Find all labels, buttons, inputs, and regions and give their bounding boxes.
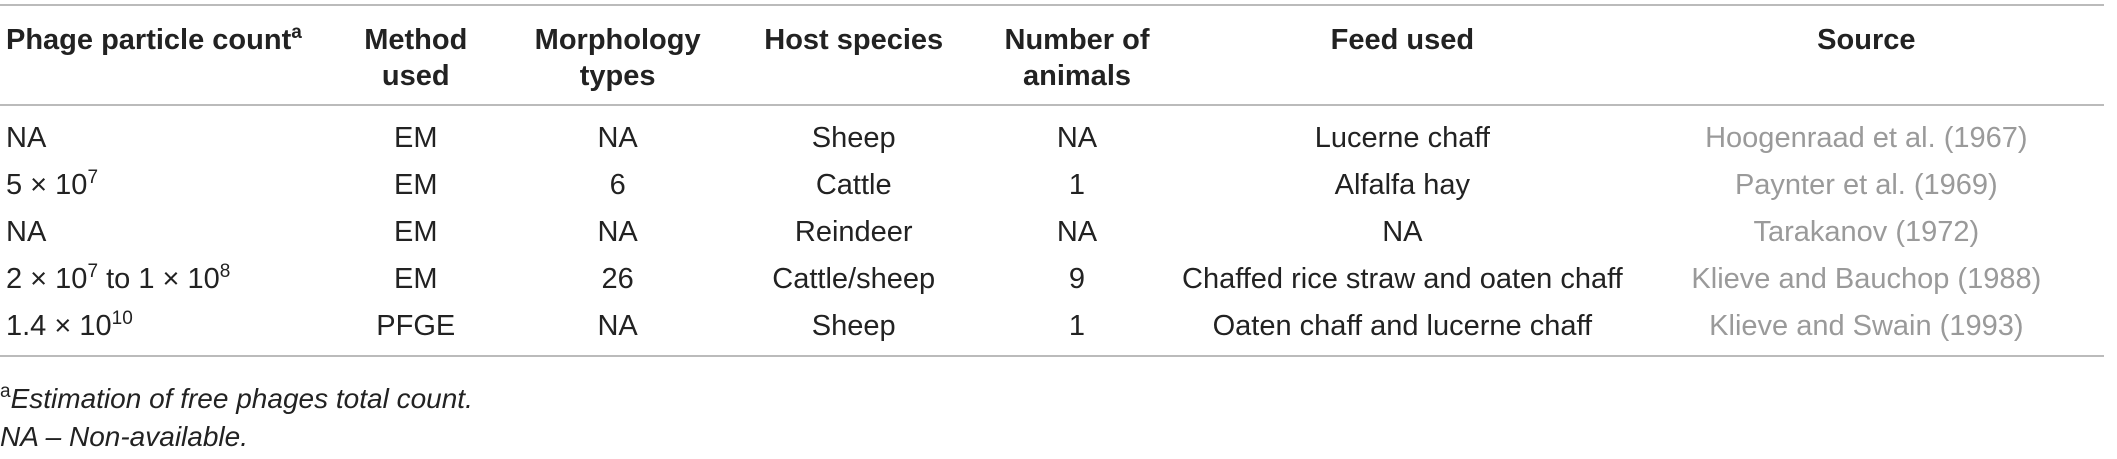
cell-feed: NA	[1382, 215, 1423, 248]
header-animals-line2: animals	[1023, 60, 1131, 92]
cell-morphology: 6	[609, 168, 626, 201]
footnote-na: NA – Non-available.	[0, 421, 248, 452]
header-footnote-marker: a	[291, 22, 302, 43]
cell-method: EM	[394, 121, 438, 154]
table-row: 2 × 107 to 1 × 108 EM 26 Cattle/sheep 9 …	[0, 255, 2104, 302]
cell-source-link[interactable]: Paynter et al. (1969)	[1734, 168, 1998, 201]
header-morphology: Morphology types	[505, 4, 730, 106]
count-exponent-2: 8	[219, 260, 231, 282]
cell-host: Cattle/sheep	[772, 262, 936, 295]
cell-phage-count: NA	[0, 105, 326, 161]
table-row: NA EM NA Sheep NA Lucerne chaff Hoogenra…	[0, 105, 2104, 161]
header-method-line2: used	[381, 60, 450, 92]
cell-source-link[interactable]: Klieve and Swain (1993)	[1628, 302, 2104, 357]
cell-phage-count: 2 × 107 to 1 × 108	[0, 255, 326, 302]
cell-host: Reindeer	[794, 215, 913, 248]
header-morphology-line1: Morphology	[534, 24, 701, 56]
header-source-label: Source	[1817, 24, 1916, 56]
header-feed-label: Feed used	[1330, 24, 1475, 56]
header-source: Source	[1628, 4, 2104, 106]
count-exponent: 7	[87, 260, 99, 282]
cell-phage-count: NA	[0, 208, 326, 255]
cell-source-link[interactable]: Hoogenraad et al. (1967)	[1705, 121, 2028, 154]
header-host: Host species	[729, 4, 978, 106]
footnote-marker: a	[0, 381, 11, 402]
header-animals-line1: Number of	[1004, 24, 1150, 56]
cell-morphology: NA	[597, 215, 638, 248]
header-method: Method used	[325, 4, 506, 106]
cell-source-link[interactable]: Tarakanov (1972)	[1753, 215, 1980, 248]
count-base: NA	[6, 121, 47, 154]
header-phage-count-label: Phage particle count	[6, 24, 292, 56]
cell-feed: Chaffed rice straw and oaten chaff	[1182, 262, 1623, 295]
cell-animals: NA	[1056, 121, 1098, 154]
cell-animals: 1	[977, 302, 1177, 357]
header-phage-count: Phage particle counta	[0, 4, 326, 106]
count-exponent: 10	[111, 307, 133, 329]
footnote-a-text: Estimation of free phages total count.	[10, 383, 473, 414]
header-row: Phage particle counta Method used Morphol…	[0, 4, 2104, 106]
cell-morphology: NA	[505, 302, 730, 357]
table-row: 5 × 107 EM 6 Cattle 1 Alfalfa hay Paynte…	[0, 161, 2104, 208]
cell-source-link[interactable]: Klieve and Bauchop (1988)	[1691, 262, 2042, 295]
cell-host: Sheep	[811, 121, 896, 154]
count-base: 5 × 10	[6, 168, 88, 201]
count-mid: to 1 × 10	[98, 262, 220, 295]
table-row: 1.4 × 1010 PFGE NA Sheep 1 Oaten chaff a…	[0, 302, 2104, 357]
count-base: 1.4 × 10	[6, 309, 112, 342]
cell-method: EM	[394, 262, 438, 295]
cell-feed: Lucerne chaff	[1314, 121, 1490, 154]
cell-feed: Alfalfa hay	[1334, 168, 1471, 201]
cell-animals: NA	[1056, 215, 1098, 248]
cell-method: EM	[394, 168, 438, 201]
table-header: Phage particle counta Method used Morphol…	[0, 4, 2104, 106]
cell-method: EM	[394, 215, 438, 248]
table-body: NA EM NA Sheep NA Lucerne chaff Hoogenra…	[0, 105, 2104, 357]
header-morphology-line2: types	[579, 60, 656, 92]
footnote-a: aEstimation of free phages total count.	[0, 380, 473, 418]
phage-table: Phage particle counta Method used Morphol…	[0, 4, 2104, 357]
table-row: NA EM NA Reindeer NA NA Tarakanov (1972)	[0, 208, 2104, 255]
cell-host: Cattle	[815, 168, 892, 201]
count-base: 2 × 10	[6, 262, 88, 295]
cell-feed: Oaten chaff and lucerne chaff	[1176, 302, 1629, 357]
cell-animals: 1	[1068, 168, 1086, 201]
count-exponent: 7	[87, 166, 99, 188]
cell-morphology: NA	[597, 121, 638, 154]
cell-phage-count: 5 × 107	[0, 161, 326, 208]
header-feed: Feed used	[1176, 4, 1629, 106]
header-animals: Number of animals	[977, 4, 1177, 106]
cell-method: PFGE	[325, 302, 506, 357]
cell-animals: 9	[1068, 262, 1086, 295]
count-base: NA	[6, 215, 47, 248]
cell-phage-count: 1.4 × 1010	[0, 302, 326, 357]
header-method-line1: Method	[364, 24, 468, 56]
table-footnotes: aEstimation of free phages total count. …	[0, 380, 473, 456]
cell-morphology: 26	[601, 262, 634, 295]
header-host-label: Host species	[764, 24, 944, 56]
cell-host: Sheep	[729, 302, 978, 357]
